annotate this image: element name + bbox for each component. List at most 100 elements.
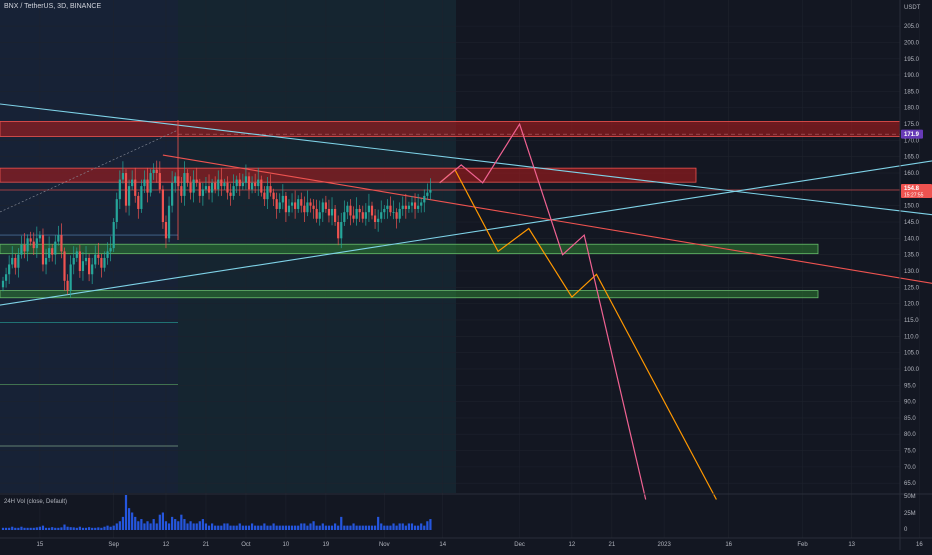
candle-body-59 [183, 173, 186, 196]
price-tick-22: 95.0 [904, 383, 916, 389]
volume-bar-35 [109, 526, 112, 530]
candle-body-112 [346, 205, 349, 213]
candle-body-12 [38, 235, 41, 239]
chart-symbol-header[interactable]: BNX / TetherUS, 3D, BINANCE [4, 3, 102, 10]
volume-bar-95 [294, 525, 297, 530]
price-tick-11: 150.0 [904, 204, 920, 210]
candle-body-110 [340, 222, 343, 239]
time-tick-6: 19 [323, 542, 330, 548]
time-tick-3: 21 [203, 542, 210, 548]
volume-bar-47 [146, 521, 149, 530]
candle-body-115 [355, 208, 358, 219]
candle-body-93 [287, 205, 291, 213]
candle-body-34 [106, 251, 109, 258]
candle-body-6 [20, 244, 23, 255]
volume-bar-91 [281, 525, 284, 530]
volume-bar-66 [204, 523, 208, 530]
price-tick-2: 195.0 [904, 57, 920, 63]
candle-body-46 [143, 179, 146, 187]
candle-body-67 [207, 186, 211, 193]
candle-body-109 [337, 222, 340, 239]
candle-body-2 [8, 264, 11, 275]
candle-body-56 [174, 176, 177, 183]
price-zones [0, 121, 901, 299]
candle-body-53 [164, 222, 168, 239]
candle-body-25 [78, 251, 81, 271]
volume-bar-121 [373, 525, 377, 530]
volume-bar-59 [183, 519, 186, 530]
candle-body-65 [201, 189, 204, 196]
candle-body-61 [189, 182, 192, 193]
candle-body-11 [35, 238, 38, 249]
volume-bar-62 [192, 523, 195, 530]
price-tick-27: 70.0 [904, 465, 916, 471]
volume-bar-17 [54, 527, 57, 530]
price-tick-9: 160.0 [904, 171, 920, 177]
candle-body-129 [398, 208, 401, 219]
volume-bar-102 [315, 525, 318, 530]
candle-body-132 [407, 205, 410, 209]
candle-body-18 [57, 235, 60, 242]
volume-bar-88 [272, 523, 275, 530]
volume-bar-113 [349, 525, 352, 530]
candle-body-89 [275, 199, 278, 209]
candle-body-54 [167, 205, 171, 239]
time-tick-0: 15 [37, 542, 44, 548]
volume-bar-83 [257, 525, 260, 530]
volume-bar-85 [263, 523, 266, 530]
price-tick-3: 190.0 [904, 73, 920, 79]
candle-body-119 [367, 205, 371, 213]
volume-bar-126 [389, 525, 392, 530]
volume-bar-136 [420, 523, 423, 530]
volume-bar-39 [121, 516, 125, 530]
volume-bar-43 [134, 516, 137, 530]
volume-indicator-label[interactable]: 24H Vol (close, Default) [4, 499, 68, 505]
candle-body-33 [103, 257, 106, 268]
price-tick-1: 200.0 [904, 40, 920, 46]
volume-bar-45 [140, 519, 143, 530]
price-tick-7: 170.0 [904, 138, 920, 144]
time-axis[interactable]: 15 Sep 12 21 Oct 10 19 Nov 14 Dec 12 21 2023 16 Feb 13 1… [37, 542, 924, 548]
price-tick-0: 205.0 [904, 24, 920, 30]
candle-body-41 [127, 186, 131, 206]
price-tick-17: 120.0 [904, 302, 920, 308]
candle-body-60 [186, 173, 189, 183]
volume-bar-18 [57, 527, 60, 530]
candle-body-122 [377, 218, 380, 223]
price-axis[interactable]: 50M 25M 0 USDT 205.0 200.0 195.0 190.0 185.0 180.… [904, 5, 921, 533]
candle-body-102 [315, 208, 318, 219]
volume-bar-19 [60, 527, 63, 530]
candle-body-71 [220, 179, 223, 187]
volume-bar-42 [131, 512, 134, 530]
volume-bar-81 [250, 523, 254, 530]
volume-bar-28 [88, 527, 91, 530]
candle-body-133 [410, 202, 414, 206]
volume-bar-9 [29, 527, 32, 530]
volume-bar-31 [97, 527, 100, 530]
volume-bar-89 [275, 525, 278, 530]
candle-body-62 [192, 179, 195, 193]
candle-body-120 [370, 205, 374, 216]
volume-bar-72 [223, 523, 226, 530]
current-price-badge [901, 184, 932, 199]
time-tick-7: Nov [379, 542, 390, 548]
price-tick-24: 85.0 [904, 416, 916, 422]
candle-body-87 [269, 186, 272, 193]
volume-bar-75 [232, 525, 235, 530]
candle-body-32 [100, 257, 103, 268]
volume-bar-114 [352, 523, 355, 530]
candle-body-21 [66, 280, 69, 291]
candle-body-134 [413, 202, 417, 209]
volume-bar-67 [207, 525, 211, 530]
time-tick-14: Feb [797, 542, 808, 548]
candle-body-22 [69, 264, 72, 291]
price-labels: 171.9 154.815:27:55 [901, 129, 932, 199]
volume-bar-13 [41, 525, 45, 530]
price-tick-19: 110.0 [904, 334, 919, 340]
candle-body-47 [146, 179, 149, 193]
volume-bar-77 [238, 523, 241, 530]
candle-body-139 [429, 190, 432, 193]
candle-body-79 [244, 176, 248, 183]
